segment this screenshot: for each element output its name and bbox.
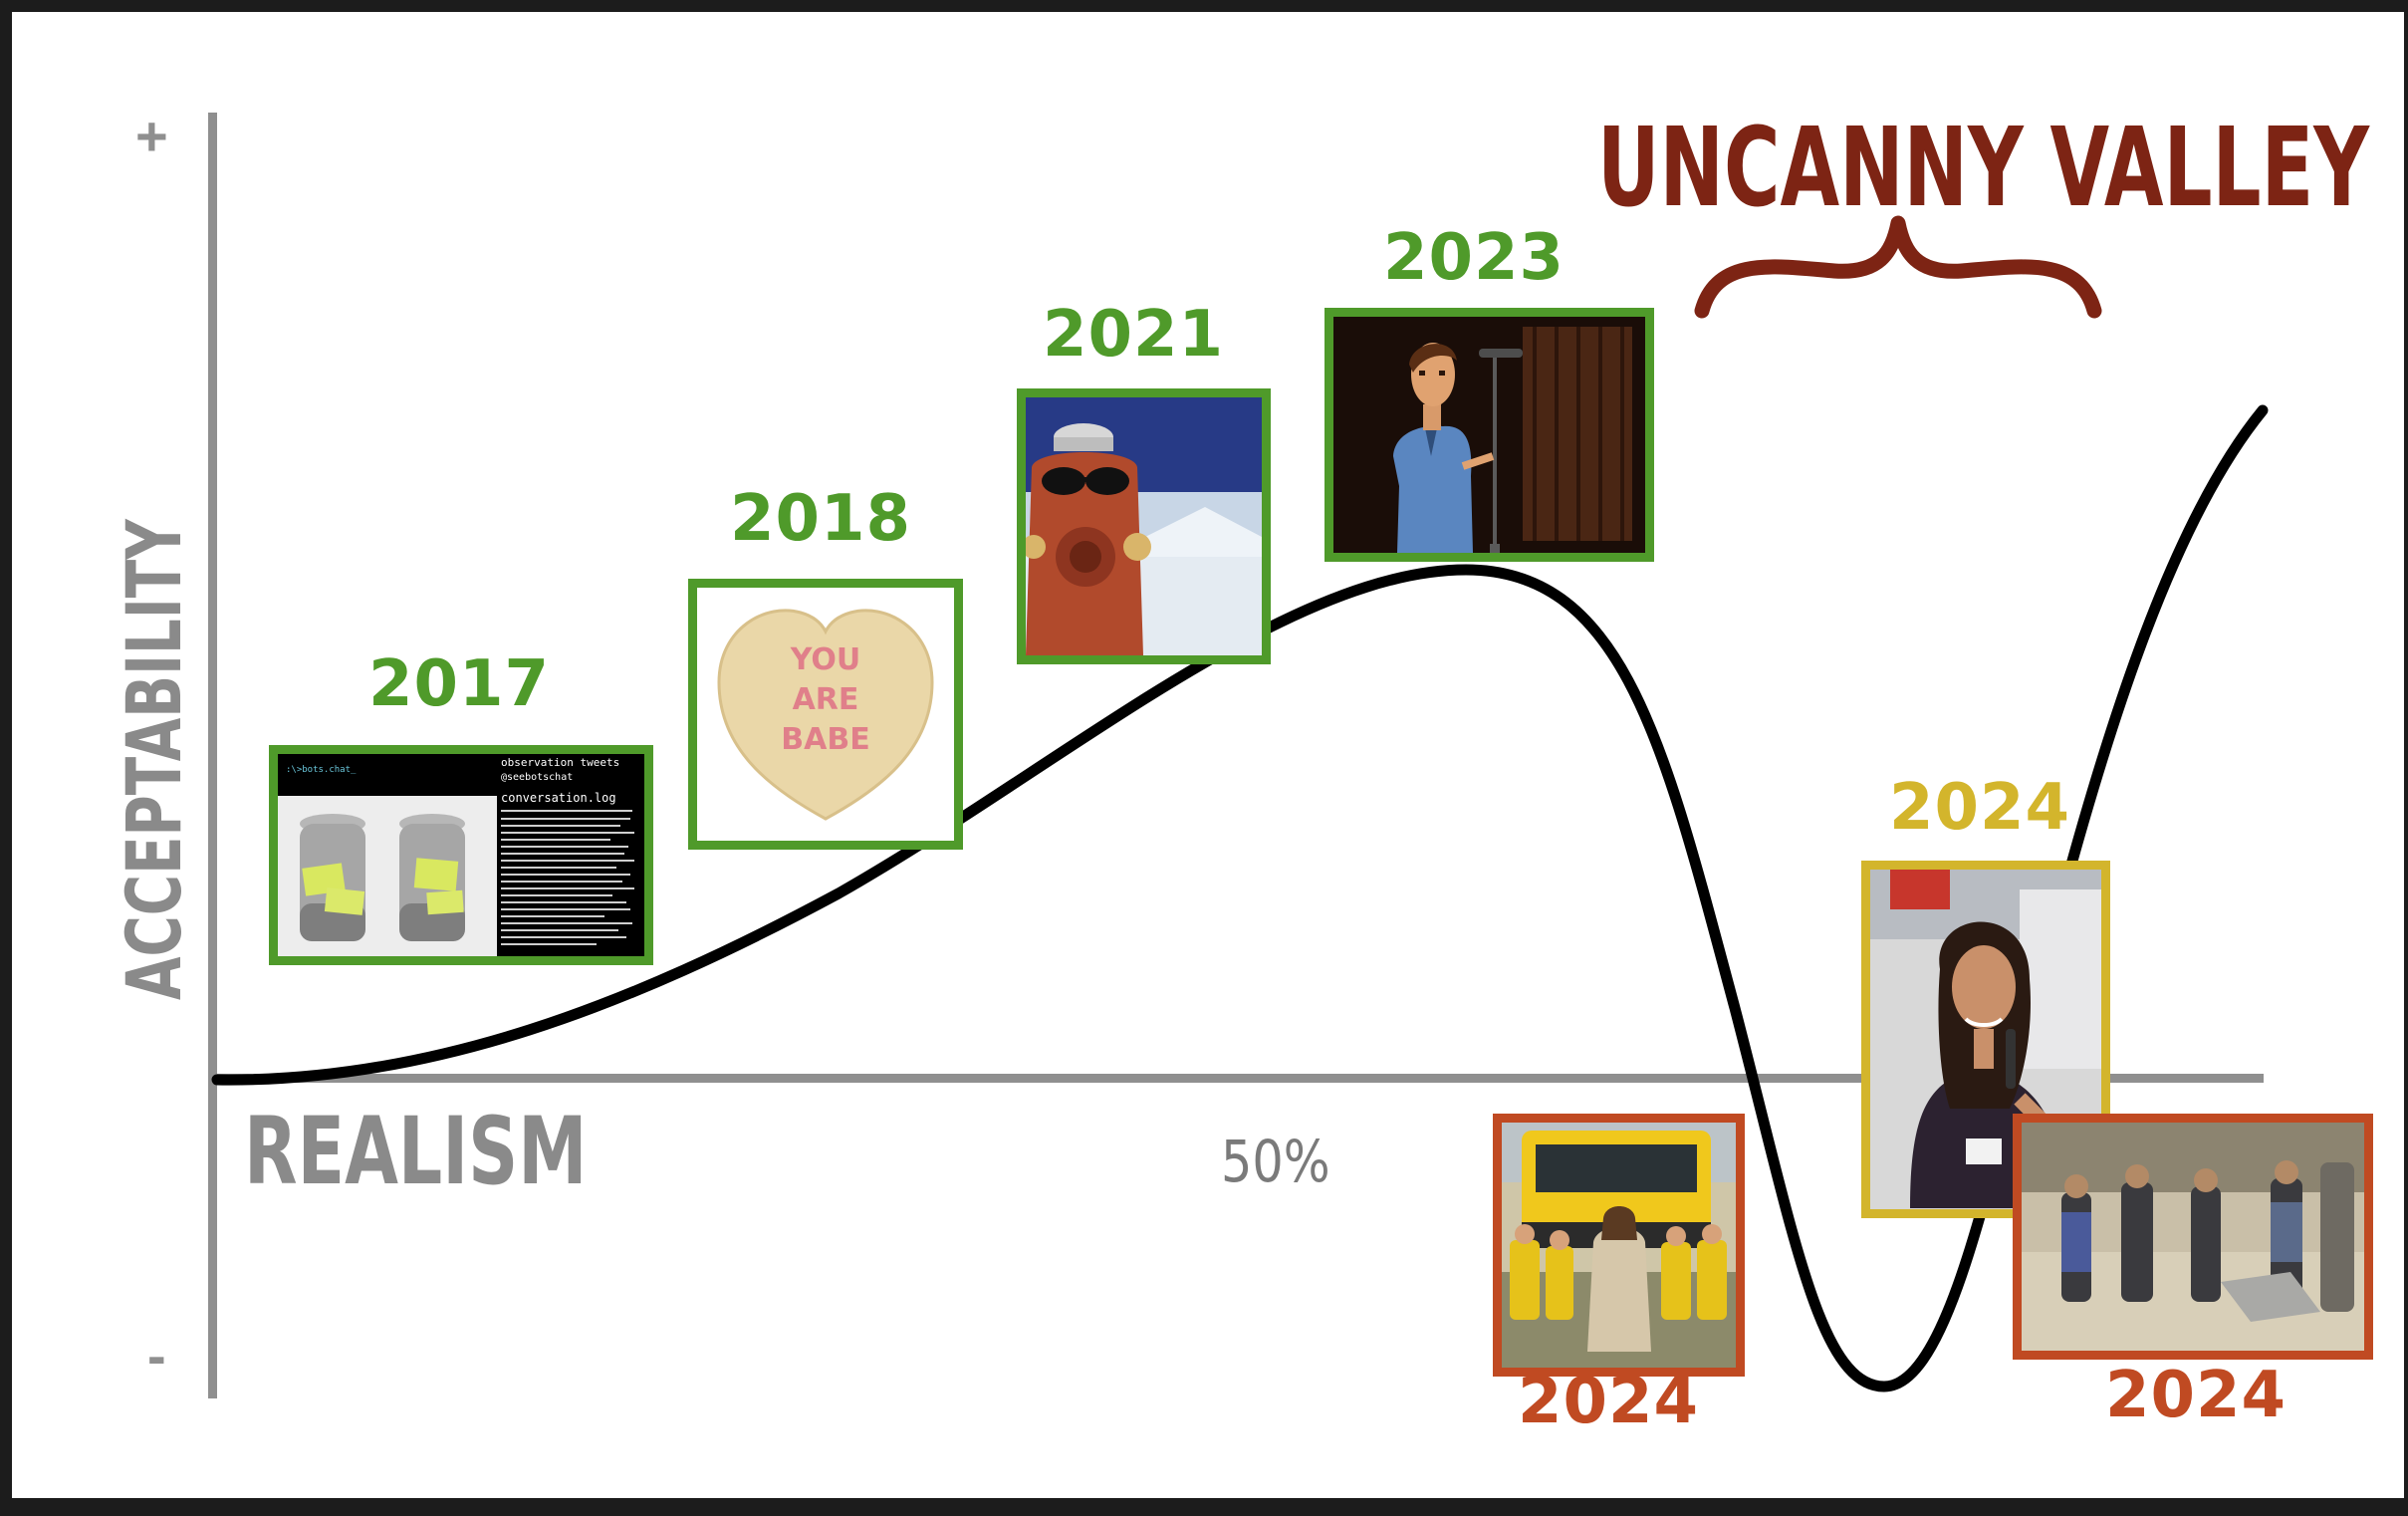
thumbnail-2024-desert (2013, 1114, 2373, 1360)
x-axis-line (215, 1074, 2264, 1083)
x-axis-label: REALISM (244, 1098, 588, 1206)
y-axis-plus: + (135, 105, 168, 167)
x-axis-mid-tick: 50% (1221, 1128, 1330, 1195)
thumbnail-2021-hydrant (1017, 388, 1271, 664)
heart-text-line-3: BABE (781, 722, 869, 757)
heart-text-line-1: YOU (790, 642, 861, 677)
slide-canvas: + - ACCEPTABILITY REALISM 50% UNCANNY VA… (12, 12, 2404, 1498)
thumbnail-2018-candy-heart: YOU ARE BABE (688, 579, 963, 850)
year-label-2024-desert: 2024 (2104, 1359, 2288, 1432)
thumbnail-2023-animated (1324, 308, 1654, 562)
terminal-prompt: :\>bots.chat_ (286, 765, 357, 775)
jesus-bus-image (1502, 1123, 1736, 1368)
year-label-2024-speaker: 2024 (1888, 771, 2071, 845)
panel-file: conversation.log (501, 791, 616, 805)
year-label-2021: 2021 (1042, 298, 1225, 372)
fire-hydrant-image (1026, 397, 1262, 655)
year-label-2017: 2017 (367, 647, 551, 721)
y-axis-minus: - (147, 1324, 166, 1387)
animated-man-image (1333, 317, 1645, 553)
chatbot-screenshot-image: :\>bots.chat_ observation tweets @seebot… (278, 754, 644, 956)
thumbnail-2024-jesus-bus (1493, 1114, 1745, 1377)
heart-candy-shape (717, 609, 934, 821)
panel-handle: @seebotschat (501, 772, 573, 783)
candy-heart-image: YOU ARE BABE (697, 588, 954, 841)
thumbnail-2017-chatbot: :\>bots.chat_ observation tweets @seebot… (269, 745, 653, 965)
year-label-2018: 2018 (729, 482, 912, 556)
heart-text-line-2: ARE (793, 682, 859, 717)
desert-excavation-image (2022, 1123, 2364, 1351)
uncanny-valley-brace (1694, 215, 2102, 319)
y-axis-line (208, 113, 217, 1398)
panel-title: observation tweets (501, 756, 619, 769)
year-label-2024-jesus: 2024 (1517, 1365, 1700, 1438)
chart-title: UNCANNY VALLEY (1597, 104, 2369, 231)
year-label-2023: 2023 (1382, 221, 1565, 295)
